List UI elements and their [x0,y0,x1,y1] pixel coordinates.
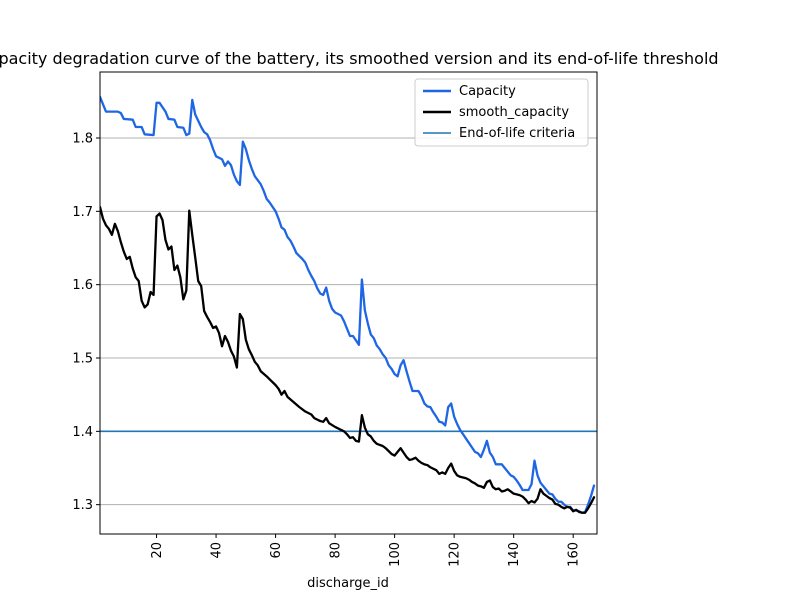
plot-area-frame [99,71,598,535]
y-axis: 1.3 1.4 1.5 1.6 1.7 1.8 [72,132,100,513]
x-tick-label: 160 [567,542,582,567]
legend-label-end-of-life: End-of-life criteria [459,126,575,141]
x-tick-label: 140 [507,542,522,567]
series-line-smooth-capacity [100,205,596,514]
x-tick-label: 120 [448,542,463,567]
x-tick-label: 40 [210,542,225,559]
series-line-capacity [100,95,596,514]
y-tick-label: 1.7 [72,205,93,220]
y-tick-label: 1.8 [72,132,93,147]
legend: Capacity smooth_capacity End-of-life cri… [414,78,589,147]
x-axis: 20 40 60 80 100 120 140 160 [150,534,582,567]
x-axis-label: discharge_id [307,576,389,591]
x-tick-label: 20 [150,542,165,559]
y-tick-label: 1.4 [72,425,93,440]
x-tick-label: 100 [388,542,403,567]
x-tick-label: 60 [269,542,284,559]
legend-label-capacity: Capacity [459,84,516,99]
x-tick-label: 80 [329,542,344,559]
legend-box [414,78,589,147]
y-tick-label: 1.6 [72,278,93,293]
chart-title: Capacity degradation curve of the batter… [0,49,719,68]
legend-label-smooth-capacity: smooth_capacity [459,105,569,120]
plot-series [100,95,597,514]
y-tick-label: 1.5 [72,352,93,367]
y-tick-label: 1.3 [72,498,93,513]
